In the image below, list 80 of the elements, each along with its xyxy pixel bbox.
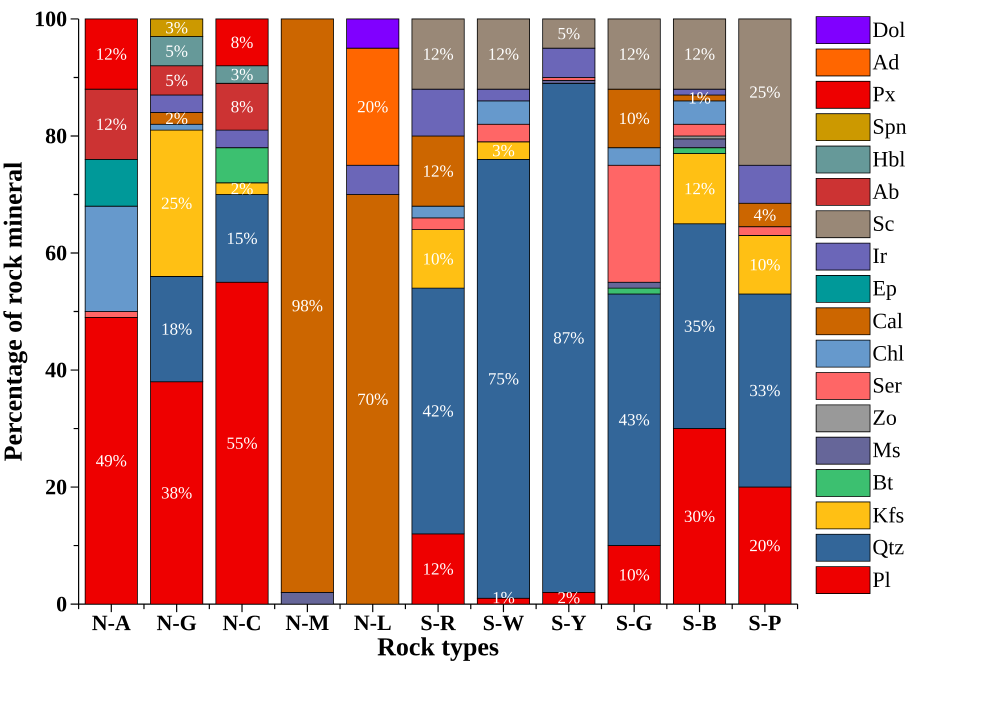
data-label: 3% — [166, 22, 188, 34]
data-label: 25% — [750, 86, 780, 98]
legend-label: Spn — [874, 119, 906, 138]
data-label: 10% — [620, 569, 650, 581]
legend-label: Zo — [873, 410, 896, 426]
data-label: 12% — [489, 48, 518, 60]
data-label: 12% — [97, 48, 126, 60]
legend-label: Ab — [872, 184, 898, 199]
legend-label: Ms — [873, 442, 900, 458]
legend-label: Ep — [873, 281, 896, 300]
y-axis-title: Percentage of rock mineral — [3, 162, 28, 461]
data-label: 12% — [424, 563, 454, 575]
data-label: 2% — [166, 112, 188, 124]
data-label: 75% — [489, 373, 518, 385]
data-label: 55% — [227, 437, 257, 449]
x-tick-label: S-R — [422, 616, 456, 630]
data-label: 5% — [166, 45, 188, 57]
data-label: 10% — [620, 112, 650, 124]
data-label: 4% — [754, 209, 776, 221]
x-axis-title: Rock types — [378, 637, 498, 661]
x-tick-label: N-A — [92, 616, 131, 630]
data-label: 8% — [231, 100, 253, 112]
data-label: 10% — [424, 253, 454, 265]
data-label: 18% — [162, 323, 192, 335]
data-label: 5% — [558, 28, 580, 40]
y-tick-label: 80 — [46, 128, 66, 144]
data-label: 12% — [424, 165, 454, 177]
data-label: 3% — [232, 68, 253, 80]
x-tick-label: S-W — [484, 616, 524, 630]
data-label: 38% — [162, 487, 192, 499]
legend-label: Ad — [872, 54, 900, 70]
legend-label: Ser — [874, 378, 902, 393]
legend-label: Cal — [873, 312, 903, 328]
data-label: 2% — [558, 592, 580, 604]
data-label: 12% — [97, 118, 126, 130]
legend-label: Hbl — [873, 151, 905, 167]
data-label: 25% — [162, 198, 192, 210]
data-label: 15% — [228, 232, 257, 244]
data-label: 49% — [96, 454, 126, 467]
legend-label: Qtz — [873, 540, 904, 558]
legend-label: Bt — [873, 475, 894, 490]
data-label: 30% — [684, 510, 714, 522]
y-tick-label: 20 — [46, 480, 66, 494]
data-label: 3% — [492, 144, 514, 156]
x-tick-label: N-L — [354, 616, 391, 630]
x-tick-label: N-C — [222, 616, 260, 630]
legend-label: Dol — [873, 22, 905, 38]
data-label: 10% — [750, 258, 780, 270]
y-tick-label: 40 — [45, 362, 66, 378]
x-tick-label: N-G — [156, 616, 196, 630]
data-label: 33% — [750, 384, 780, 396]
x-tick-label: S-Y — [552, 616, 586, 630]
data-label: 20% — [358, 100, 388, 112]
y-tick-label: 100 — [36, 12, 66, 26]
data-label: 42% — [422, 405, 454, 417]
x-tick-label: S-P — [750, 616, 781, 630]
data-label: 98% — [292, 300, 322, 312]
legend-label: Kfs — [873, 506, 904, 523]
legend-label: Chl — [873, 345, 904, 361]
data-label: 35% — [684, 320, 714, 332]
legend-label: Px — [873, 86, 896, 102]
data-label: 20% — [750, 540, 780, 552]
y-tick-label: 60 — [46, 246, 66, 260]
legend-label: Ir — [873, 248, 887, 264]
x-tick-label: S-G — [617, 616, 652, 630]
legend-label: Sc — [874, 216, 894, 231]
data-label: 12% — [620, 48, 650, 60]
data-label: 12% — [685, 182, 714, 194]
x-tick-label: S-B — [684, 616, 716, 630]
data-label: 12% — [424, 48, 454, 60]
y-tick-label: 0 — [56, 596, 66, 612]
data-label: 8% — [231, 36, 253, 48]
x-tick-label: N-M — [286, 616, 329, 630]
data-label: 43% — [618, 414, 650, 426]
legend-label: Pl — [873, 572, 890, 587]
data-label: 70% — [358, 394, 388, 406]
data-label: 2% — [231, 182, 253, 194]
data-label: 12% — [685, 48, 714, 60]
data-label: 87% — [554, 332, 584, 344]
data-label: 5% — [166, 74, 188, 86]
